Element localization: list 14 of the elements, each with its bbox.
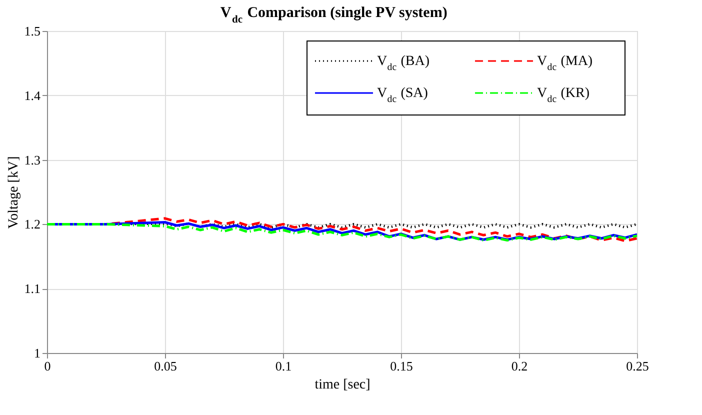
x-tick-label: 0.25 xyxy=(626,358,649,374)
y-tick-label: 1.1 xyxy=(24,281,40,296)
x-tick-label: 0.05 xyxy=(154,358,177,374)
x-tick-label: 0.15 xyxy=(390,358,413,374)
x-axis-title: time [sec] xyxy=(314,378,370,392)
y-axis-title: Voltage [kV] xyxy=(6,156,22,229)
x-tick-label: 0.1 xyxy=(275,358,292,374)
y-tick-label: 1.2 xyxy=(24,216,40,232)
y-tick-label: 1.5 xyxy=(24,24,40,38)
y-tick-label: 1 xyxy=(34,346,40,360)
x-tick-label: 0 xyxy=(44,358,51,374)
x-tick-label: 0.2 xyxy=(511,358,528,374)
y-tick-label: 1.4 xyxy=(24,88,41,103)
y-tick-label: 1.3 xyxy=(24,152,40,168)
